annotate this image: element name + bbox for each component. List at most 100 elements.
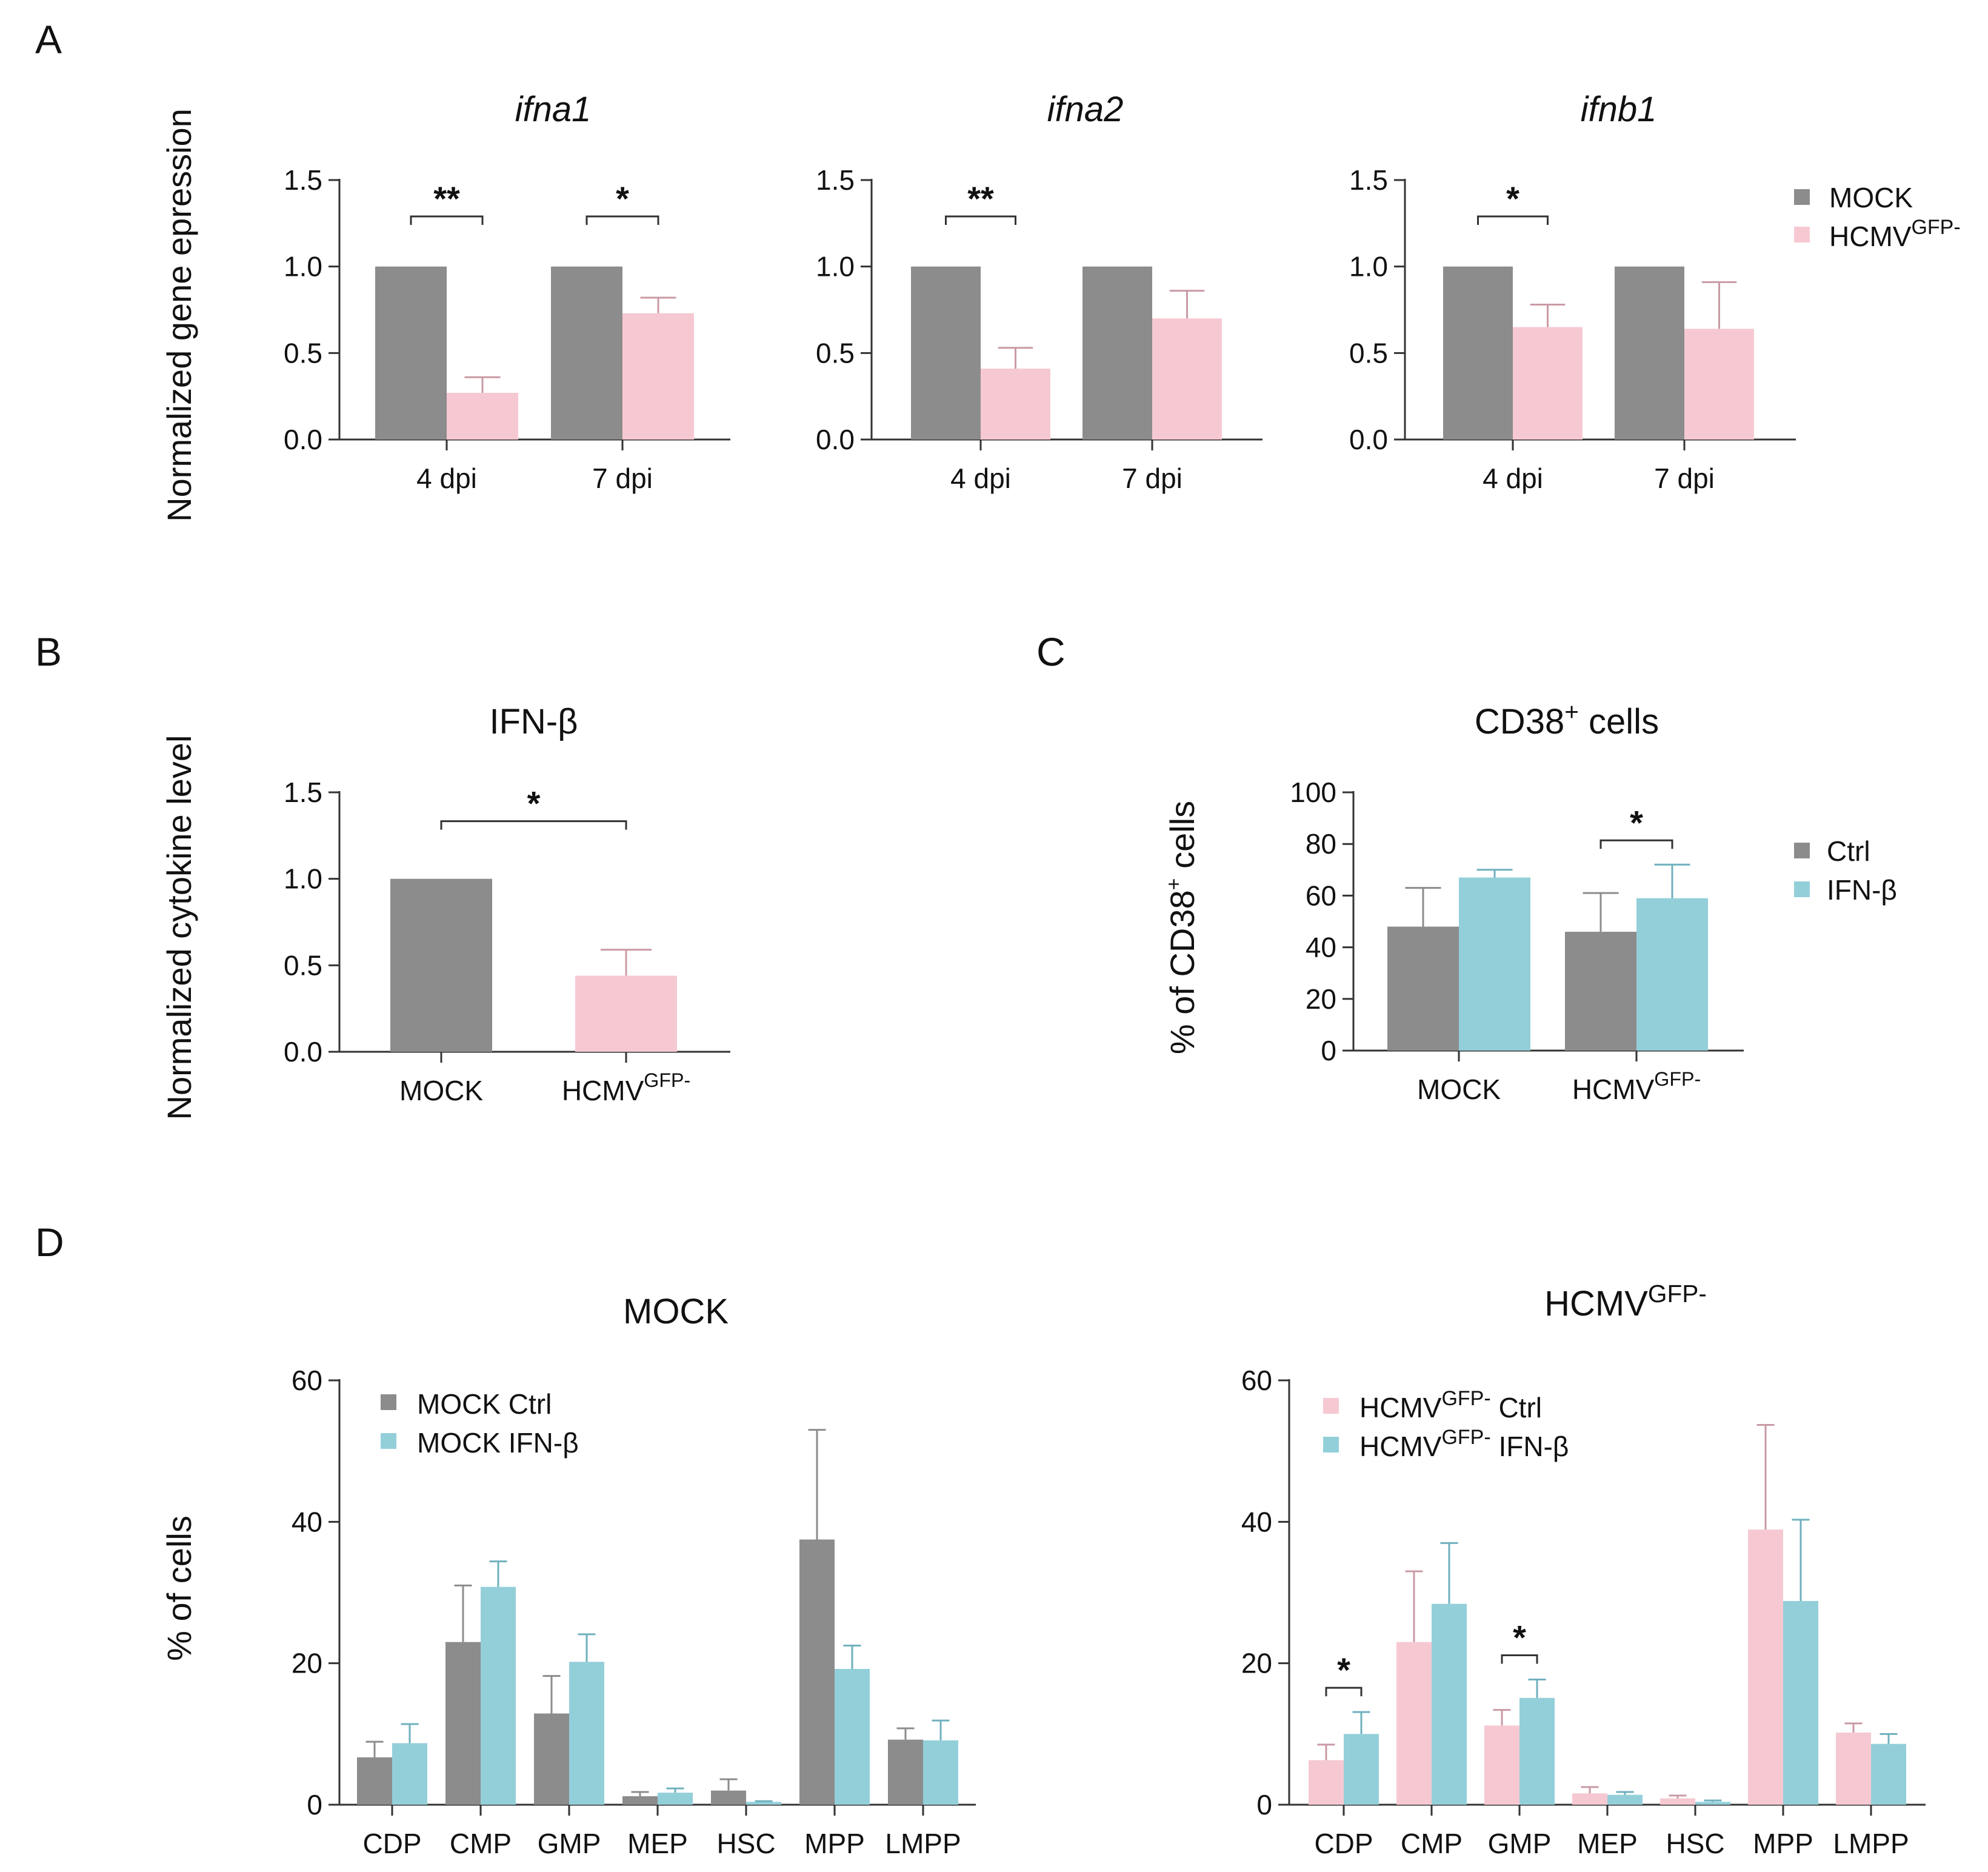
- y-tick-label: 80: [1306, 828, 1336, 860]
- x-tick-label: MOCK: [1417, 1074, 1501, 1105]
- legend-swatch-mock-ctrl: [381, 1394, 396, 1410]
- bar-7 dpi-HCMVGFP-: [1152, 318, 1222, 440]
- bar-CMP-HCMVGFP- IFN-β: [1432, 1603, 1467, 1805]
- x-tick-label: CMP: [450, 1828, 512, 1859]
- bar-CMP-MOCK IFN-β: [481, 1586, 516, 1805]
- legend-label-mock: MOCK: [1829, 182, 1913, 213]
- chart-C: CD38+ cells 0 20 40 60 80 100 MOCK HCMVGFP- *: [1290, 698, 1744, 1105]
- bar-HCMVGFP--IFN-β: [1636, 898, 1708, 1051]
- chart-A2: ifna2 0.0 0.5 1.0 1.5 4 dpi 7 dpi **: [816, 90, 1263, 494]
- y-tick-label: 0.5: [816, 337, 855, 369]
- bar-LMPP-MOCK Ctrl: [888, 1739, 923, 1805]
- x-tick-label: LMPP: [885, 1828, 961, 1859]
- panel-c-ylabel: % of CD38+ cells: [1162, 801, 1201, 1054]
- panel-label-c: C: [1036, 629, 1066, 674]
- y-tick-label: 1.5: [284, 164, 322, 196]
- panel-d-ylabel: % of cells: [160, 1516, 198, 1661]
- x-tick-label: GMP: [1488, 1828, 1552, 1859]
- bar-HSC-MOCK IFN-β: [746, 1802, 781, 1805]
- bar-MEP-MOCK Ctrl: [622, 1796, 658, 1805]
- significance-bracket: [440, 820, 627, 830]
- y-tick-label: 0.0: [816, 424, 855, 455]
- bar-HSC-HCMVGFP- IFN-β: [1695, 1802, 1730, 1805]
- y-tick-label: 0.5: [284, 337, 322, 369]
- bar-GMP-HCMVGFP- Ctrl: [1484, 1725, 1519, 1805]
- y-tick-label: 40: [292, 1506, 322, 1537]
- x-tick-label: HSC: [716, 1828, 775, 1859]
- bar-CDP-MOCK IFN-β: [392, 1743, 427, 1805]
- chart-title: ifna1: [515, 90, 592, 129]
- bar-CMP-HCMVGFP- Ctrl: [1396, 1642, 1432, 1805]
- bar-MOCK-IFN-β: [1459, 877, 1530, 1051]
- y-tick-label: 40: [1306, 932, 1336, 963]
- x-tick-label: LMPP: [1833, 1828, 1909, 1859]
- y-tick-label: 0.5: [1349, 337, 1388, 369]
- significance-label: *: [1506, 179, 1519, 218]
- significance-label: *: [1513, 1619, 1526, 1657]
- bar-MEP-HCMVGFP- Ctrl: [1572, 1793, 1607, 1805]
- y-tick-label: 0.0: [284, 1036, 322, 1068]
- x-tick-label: 4 dpi: [950, 463, 1011, 494]
- y-tick-label: 1.5: [284, 777, 322, 808]
- bar-4 dpi-HCMVGFP-: [981, 369, 1050, 440]
- panel-a-legend: MOCK HCMVGFP-: [1794, 182, 1961, 252]
- bar-MEP-HCMVGFP- IFN-β: [1607, 1794, 1643, 1805]
- panel-d1-legend: MOCK Ctrl MOCK IFN-β: [381, 1388, 579, 1459]
- legend-swatch-ifn: [1794, 881, 1810, 897]
- y-tick-label: 100: [1290, 777, 1336, 808]
- legend-label-hcmv-ifn: HCMVGFP- IFN-β: [1359, 1426, 1569, 1462]
- bar-7 dpi-HCMVGFP-: [622, 313, 694, 440]
- legend-label-hcmv: HCMVGFP-: [1829, 216, 1961, 252]
- bar-MOCK-value: [390, 878, 492, 1052]
- chart-title: IFN-β: [489, 702, 578, 741]
- x-tick-label: 7 dpi: [592, 463, 653, 494]
- y-tick-label: 1.0: [816, 251, 855, 282]
- bar-MPP-MOCK Ctrl: [799, 1539, 835, 1805]
- legend-label-mock-ifn: MOCK IFN-β: [417, 1427, 579, 1459]
- legend-swatch-mock: [1794, 189, 1810, 205]
- legend-swatch-hcmv-ctrl: [1323, 1398, 1339, 1414]
- legend-label-hcmv-ctrl: HCMVGFP- Ctrl: [1359, 1387, 1542, 1423]
- y-tick-label: 1.0: [284, 863, 322, 895]
- panel-b-ylabel: Normalized cytokine level: [160, 735, 198, 1120]
- y-tick-label: 20: [1241, 1648, 1272, 1679]
- y-tick-label: 60: [292, 1365, 322, 1396]
- x-tick-label: MEP: [627, 1828, 688, 1859]
- bar-MPP-HCMVGFP- Ctrl: [1748, 1529, 1783, 1805]
- significance-label: *: [527, 784, 541, 823]
- x-tick-label: 7 dpi: [1654, 463, 1715, 494]
- x-tick-label: HCMVGFP-: [1572, 1068, 1701, 1105]
- bar-HCMVGFP--Ctrl: [1565, 932, 1636, 1051]
- chart-title: ifnb1: [1581, 90, 1657, 129]
- x-tick-label: 7 dpi: [1122, 463, 1182, 494]
- chart-title: CD38+ cells: [1475, 698, 1659, 741]
- y-tick-label: 60: [1241, 1365, 1272, 1396]
- significance-label: **: [967, 179, 994, 218]
- chart-D1: MOCK 0 20 40 60 CDP CMP GMP MEP HSC MPP LMPP: [292, 1292, 976, 1859]
- bar-HCMVGFP--value: [575, 975, 677, 1052]
- y-tick-label: 0: [307, 1789, 322, 1820]
- significance-bracket: [410, 215, 484, 225]
- bar-MPP-MOCK IFN-β: [835, 1669, 870, 1805]
- x-tick-label: CMP: [1401, 1828, 1463, 1859]
- y-tick-label: 20: [1306, 983, 1336, 1015]
- legend-swatch-hcmv: [1794, 227, 1810, 242]
- significance-label: *: [1337, 1651, 1350, 1689]
- x-tick-label: 4 dpi: [1483, 463, 1543, 494]
- y-tick-label: 60: [1306, 880, 1336, 911]
- legend-label-ctrl: Ctrl: [1827, 835, 1870, 867]
- chart-A3: ifnb1 0.0 0.5 1.0 1.5 4 dpi 7 dpi *: [1349, 90, 1796, 494]
- bar-GMP-HCMVGFP- IFN-β: [1519, 1697, 1555, 1805]
- x-tick-label: MPP: [804, 1828, 865, 1859]
- panel-a-ylabel: Normalized gene epression: [160, 109, 198, 522]
- y-tick-label: 1.5: [1349, 164, 1388, 196]
- panel-label-d: D: [35, 1220, 64, 1265]
- y-tick-label: 1.5: [816, 164, 855, 196]
- bar-HSC-HCMVGFP- Ctrl: [1660, 1798, 1695, 1805]
- bar-4 dpi-MOCK: [911, 266, 981, 440]
- legend-label-ifn: IFN-β: [1827, 874, 1897, 906]
- y-tick-label: 0: [1321, 1035, 1336, 1066]
- chart-D2: HCMVGFP- 0 20 40 60 CDP CMP GMP MEP HSC MPP LMPP * *: [1241, 1280, 1926, 1859]
- significance-label: **: [433, 179, 460, 218]
